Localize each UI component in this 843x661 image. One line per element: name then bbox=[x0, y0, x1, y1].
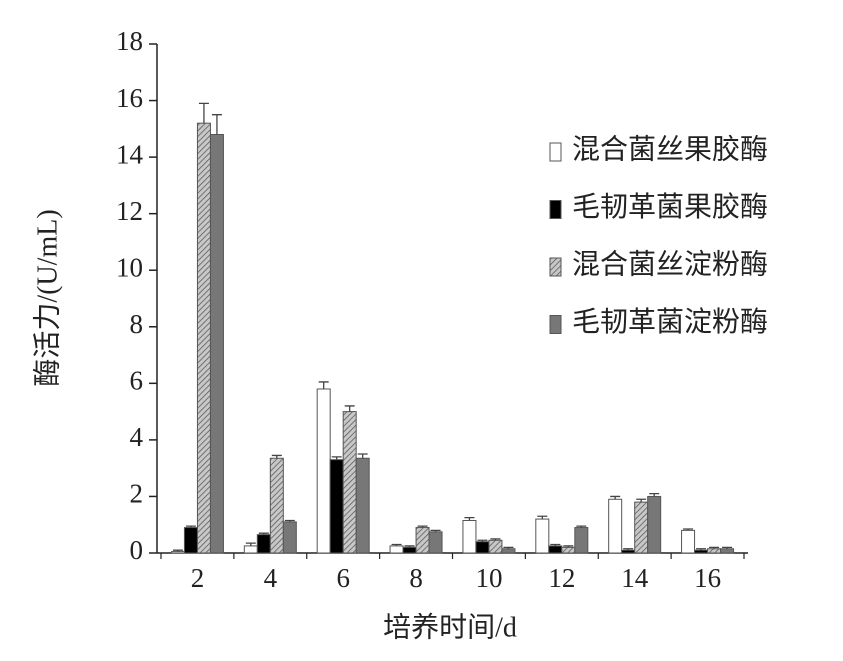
x-axis-label: 培养时间/d bbox=[383, 611, 517, 643]
error-bar bbox=[404, 545, 415, 548]
bar bbox=[209, 133, 224, 554]
bar bbox=[707, 548, 722, 554]
error-bar bbox=[623, 548, 634, 551]
error-bar bbox=[503, 546, 514, 549]
error-bar bbox=[464, 517, 475, 521]
y-tick-label: 0 bbox=[130, 535, 144, 565]
bar bbox=[389, 545, 404, 554]
error-bar bbox=[344, 405, 355, 412]
bar bbox=[183, 527, 198, 554]
bar bbox=[694, 549, 709, 554]
x-tick-label: 6 bbox=[336, 563, 350, 593]
y-tick-label: 4 bbox=[130, 422, 144, 452]
bar bbox=[681, 529, 696, 554]
x-tick-label: 2 bbox=[191, 563, 205, 593]
legend-label: 毛韧革菌果胶酶 bbox=[572, 191, 768, 223]
y-tick-label: 2 bbox=[130, 479, 144, 509]
bar bbox=[535, 518, 550, 554]
error-bar bbox=[550, 543, 561, 546]
x-tick-label: 8 bbox=[409, 563, 423, 593]
bar bbox=[548, 545, 563, 554]
bar bbox=[720, 548, 735, 554]
bar bbox=[282, 521, 297, 554]
error-bar bbox=[185, 525, 196, 528]
bar bbox=[488, 539, 503, 554]
error-bar bbox=[284, 519, 295, 522]
bar bbox=[647, 495, 662, 554]
bar bbox=[170, 551, 185, 554]
y-tick-label: 16 bbox=[116, 83, 143, 113]
error-bar bbox=[696, 548, 707, 551]
bar bbox=[415, 527, 430, 554]
bar bbox=[608, 498, 623, 554]
x-tick-label: 10 bbox=[475, 563, 502, 593]
error-bar bbox=[610, 495, 621, 500]
bar bbox=[574, 527, 589, 554]
error-bar bbox=[357, 453, 368, 459]
y-axis-label: 酶活力/(U/mL) bbox=[31, 209, 63, 386]
error-bar bbox=[649, 492, 660, 497]
bar bbox=[561, 546, 576, 554]
error-bar bbox=[563, 545, 574, 548]
y-tick-label: 8 bbox=[130, 309, 144, 339]
bar bbox=[243, 545, 258, 554]
error-bar bbox=[391, 543, 402, 546]
legend-swatch bbox=[549, 257, 562, 277]
legend-label: 混合菌丝淀粉酶 bbox=[572, 248, 768, 280]
bar bbox=[355, 457, 370, 554]
error-bar bbox=[318, 381, 329, 389]
x-tick-label: 16 bbox=[694, 563, 721, 593]
error-bar bbox=[537, 515, 548, 520]
error-bar bbox=[172, 549, 183, 552]
legend-swatch bbox=[549, 142, 562, 162]
legend-swatch bbox=[549, 315, 562, 334]
bar bbox=[428, 531, 443, 554]
error-bar bbox=[709, 546, 720, 549]
x-tick-label: 4 bbox=[264, 563, 278, 593]
bar bbox=[462, 519, 477, 554]
bar bbox=[342, 411, 357, 554]
legend-swatch bbox=[549, 200, 562, 219]
legend-label: 毛韧革菌淀粉酶 bbox=[572, 306, 768, 338]
error-bar bbox=[430, 529, 441, 532]
legend-label: 混合菌丝果胶酶 bbox=[572, 133, 768, 165]
bar bbox=[196, 122, 211, 554]
y-tick-label: 14 bbox=[116, 139, 144, 169]
y-tick-label: 12 bbox=[116, 196, 143, 226]
bar bbox=[501, 548, 516, 554]
bar bbox=[329, 459, 344, 554]
x-tick-label: 12 bbox=[548, 563, 575, 593]
error-bar bbox=[683, 528, 694, 531]
bar bbox=[316, 388, 331, 554]
error-bar bbox=[271, 454, 282, 459]
y-tick-label: 10 bbox=[116, 252, 143, 282]
error-bar bbox=[636, 498, 647, 503]
bar bbox=[634, 501, 649, 554]
bar bbox=[402, 546, 417, 554]
error-bar bbox=[477, 539, 488, 542]
error-bar bbox=[198, 102, 209, 124]
bar bbox=[621, 549, 636, 554]
error-bar bbox=[331, 456, 342, 460]
y-tick-label: 18 bbox=[116, 26, 143, 56]
error-bar bbox=[245, 542, 256, 546]
error-bar bbox=[722, 546, 733, 549]
error-bar bbox=[258, 532, 269, 535]
error-bar bbox=[211, 114, 222, 135]
error-bar bbox=[576, 525, 587, 528]
y-tick-label: 6 bbox=[130, 366, 144, 396]
bar bbox=[269, 457, 284, 554]
error-bar bbox=[417, 525, 428, 528]
bar bbox=[256, 534, 271, 554]
bar bbox=[475, 541, 490, 554]
error-bar bbox=[490, 538, 501, 541]
x-tick-label: 14 bbox=[621, 563, 649, 593]
